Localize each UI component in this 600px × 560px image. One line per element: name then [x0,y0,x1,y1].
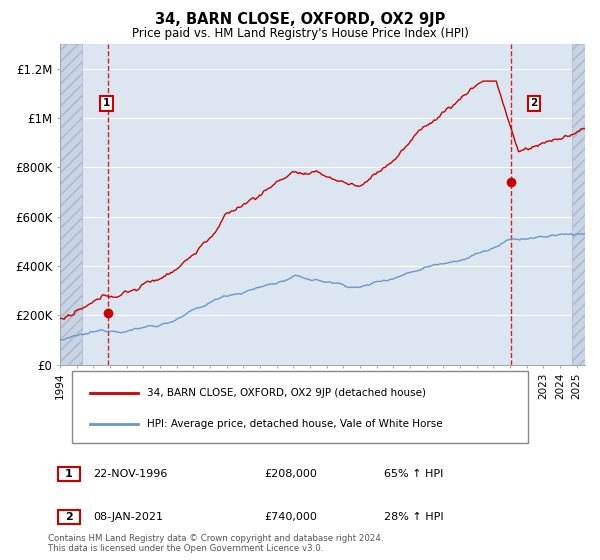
Text: HPI: Average price, detached house, Vale of White Horse: HPI: Average price, detached house, Vale… [147,419,443,430]
Text: Contains HM Land Registry data © Crown copyright and database right 2024.
This d: Contains HM Land Registry data © Crown c… [48,534,383,553]
Text: 34, BARN CLOSE, OXFORD, OX2 9JP (detached house): 34, BARN CLOSE, OXFORD, OX2 9JP (detache… [147,388,426,398]
Text: 2: 2 [65,512,73,522]
Text: 1: 1 [65,469,73,479]
Text: Price paid vs. HM Land Registry's House Price Index (HPI): Price paid vs. HM Land Registry's House … [131,27,469,40]
Text: 22-NOV-1996: 22-NOV-1996 [93,469,167,479]
Text: 28% ↑ HPI: 28% ↑ HPI [384,512,443,522]
Text: £740,000: £740,000 [264,512,317,522]
Text: 34, BARN CLOSE, OXFORD, OX2 9JP: 34, BARN CLOSE, OXFORD, OX2 9JP [155,12,445,27]
Text: £208,000: £208,000 [264,469,317,479]
Bar [60,44,82,365]
Text: 2: 2 [530,99,538,108]
Bar [572,44,585,365]
Text: 1: 1 [103,99,110,108]
Text: 65% ↑ HPI: 65% ↑ HPI [384,469,443,479]
Text: 08-JAN-2021: 08-JAN-2021 [93,512,163,522]
